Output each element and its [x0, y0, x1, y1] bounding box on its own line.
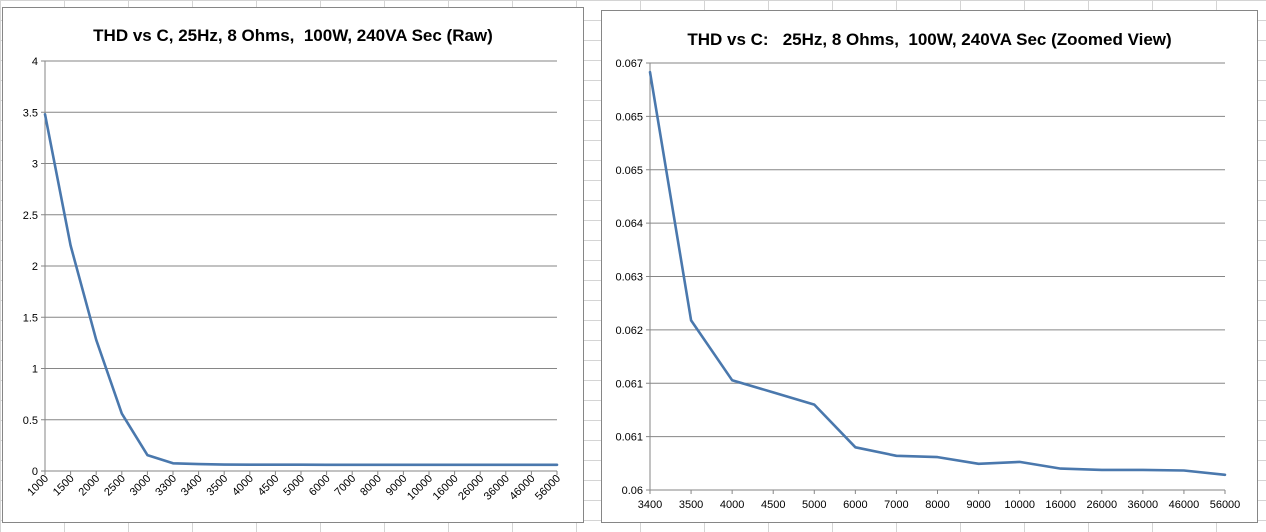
chart-raw-panel: THD vs C, 25Hz, 8 Ohms, 100W, 240VA Sec … [2, 7, 584, 523]
x-tick-label: 8000 [358, 473, 384, 499]
y-tick-label: 1 [32, 364, 38, 376]
series-line [43, 113, 559, 467]
x-tick-label: 4500 [761, 499, 785, 511]
y-tick-label: 1.5 [23, 312, 38, 324]
chart-zoomed-title: THD vs C: 25Hz, 8 Ohms, 100W, 240VA Sec … [687, 30, 1172, 49]
y-tick-label: 0.061 [615, 432, 643, 444]
y-tick-label: 0.065 [615, 165, 643, 177]
x-tick-label: 3300 [153, 473, 179, 499]
x-tick-label: 56000 [1210, 499, 1241, 511]
x-tick-label: 6000 [307, 473, 333, 499]
x-tick-label: 3500 [679, 499, 703, 511]
x-tick-label: 8000 [925, 499, 949, 511]
y-tick-label: 3.5 [23, 107, 38, 119]
x-tick-label: 16000 [431, 473, 461, 503]
y-tick-label: 4 [32, 56, 38, 68]
x-tick-label: 36000 [1128, 499, 1159, 511]
y-tick-label: 0.062 [615, 325, 643, 337]
x-tick-label: 10000 [1004, 499, 1035, 511]
x-tick-label: 1000 [25, 473, 51, 499]
x-tick-label: 46000 [507, 473, 537, 503]
x-tick-label: 3000 [128, 473, 154, 499]
x-tick-label: 10000 [405, 473, 435, 503]
y-tick-label: 0.06 [622, 485, 643, 497]
x-tick-label: 3400 [179, 473, 205, 499]
x-tick-label: 5000 [281, 473, 307, 499]
chart-raw-title: THD vs C, 25Hz, 8 Ohms, 100W, 240VA Sec … [93, 26, 493, 45]
x-tick-label: 9000 [966, 499, 990, 511]
x-tick-label: 46000 [1169, 499, 1200, 511]
y-tick-label: 0.064 [615, 218, 643, 230]
chart-zoomed-panel: THD vs C: 25Hz, 8 Ohms, 100W, 240VA Sec … [601, 10, 1258, 523]
y-tick-label: 0.061 [615, 378, 643, 390]
y-tick-label: 0.063 [615, 272, 643, 284]
chart-zoomed-svg: 0.06 0.061 0.061 0.062 0.063 0.064 0.065 0.065 0… [615, 58, 1241, 511]
x-tick-label: 6000 [843, 499, 867, 511]
y-tick-label: 2.5 [23, 210, 38, 222]
x-tick-label: 16000 [1045, 499, 1076, 511]
y-tick-label: 0.067 [615, 58, 643, 70]
x-tick-label: 26000 [456, 473, 486, 503]
x-tick-label: 3400 [638, 499, 662, 511]
y-tick-label: 0.065 [615, 111, 643, 123]
chart-raw-svg: 0 0.5 1 1.5 2 2.5 3 3.5 4 1000 1500 2000 2500 3000 330… [23, 56, 563, 503]
x-tick-label: 4500 [256, 473, 282, 499]
y-tick-label: 2 [32, 261, 38, 273]
y-tick-label: 0.5 [23, 415, 38, 427]
y-tick-label: 0 [32, 466, 38, 478]
series-line [648, 70, 1227, 477]
y-tick-label: 3 [32, 159, 38, 171]
x-tick-label: 4000 [720, 499, 744, 511]
x-tick-label: 5000 [802, 499, 826, 511]
x-tick-label: 2500 [102, 473, 128, 499]
x-tick-label: 26000 [1086, 499, 1117, 511]
x-tick-label: 4000 [230, 473, 256, 499]
x-tick-label: 3500 [205, 473, 231, 499]
x-tick-label: 1500 [51, 473, 77, 499]
x-tick-label: 7000 [333, 473, 359, 499]
x-tick-label: 56000 [533, 473, 563, 503]
x-tick-label: 2000 [77, 473, 103, 499]
x-tick-label: 36000 [482, 473, 512, 503]
x-tick-label: 7000 [884, 499, 908, 511]
